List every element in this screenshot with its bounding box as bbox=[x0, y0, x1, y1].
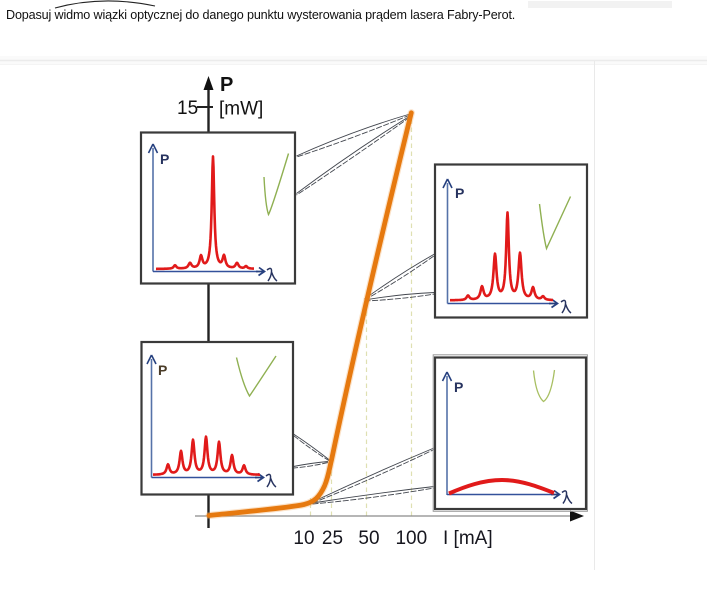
svg-text:P: P bbox=[158, 362, 167, 378]
svg-text:I [mA]: I [mA] bbox=[443, 528, 493, 549]
svg-text:P: P bbox=[454, 379, 463, 395]
svg-text:P: P bbox=[455, 185, 464, 201]
svg-text:[mW]: [mW] bbox=[219, 99, 263, 120]
svg-text:15: 15 bbox=[177, 98, 198, 119]
svg-text:50: 50 bbox=[358, 528, 379, 549]
svg-text:P: P bbox=[160, 151, 169, 167]
svg-text:P: P bbox=[220, 74, 233, 96]
svg-text:100: 100 bbox=[395, 528, 427, 549]
svg-text:10: 10 bbox=[293, 528, 314, 549]
svg-text:25: 25 bbox=[322, 528, 343, 549]
